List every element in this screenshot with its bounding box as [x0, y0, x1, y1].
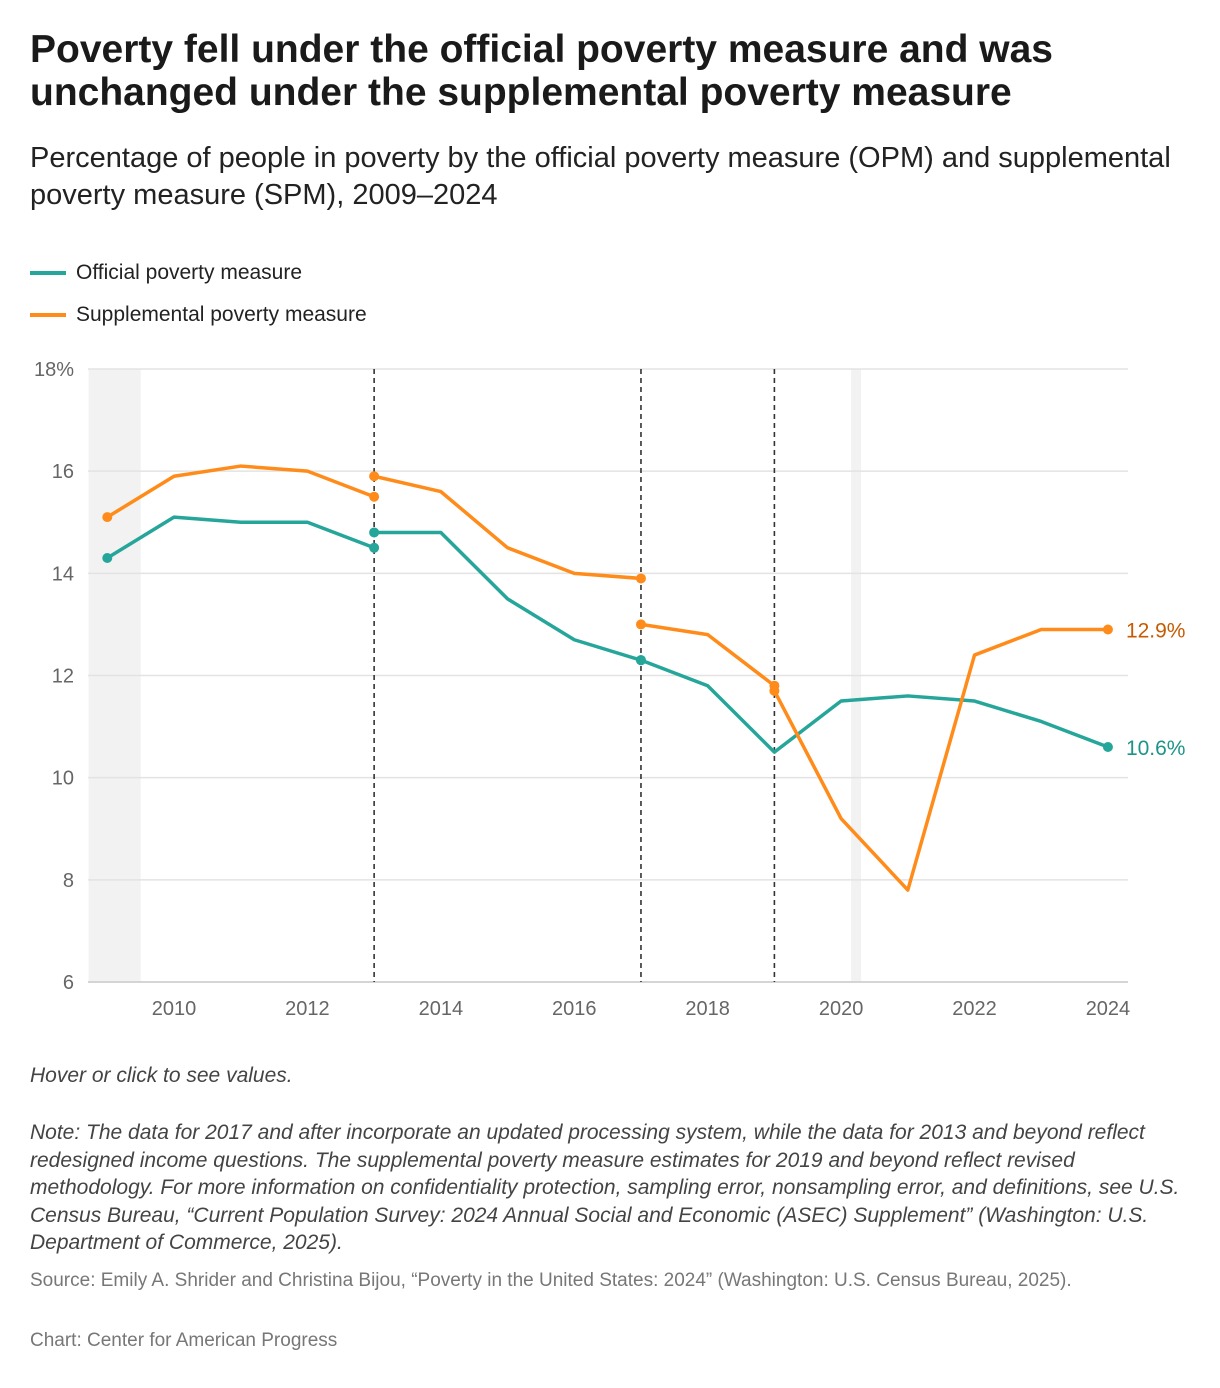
series-opm: 10.6%: [102, 515, 1186, 760]
y-tick-label: 10: [52, 768, 74, 790]
series-line-segment: [772, 627, 1108, 892]
x-tick-label: 2014: [419, 998, 464, 1020]
series-line-segment: [640, 658, 1109, 754]
series-spm: 12.9%: [102, 464, 1186, 892]
x-tick-label: 2020: [819, 998, 864, 1020]
end-value-label-opm: 10.6%: [1126, 737, 1186, 760]
chart-credit: Chart: Center for American Progress: [30, 1330, 338, 1351]
x-tick-label: 2012: [285, 998, 330, 1020]
series-line-segment: [106, 515, 375, 560]
data-point: [102, 512, 113, 523]
legend-label-spm: Supplemental poverty measure: [76, 303, 367, 326]
data-point: [369, 491, 380, 502]
data-point: [635, 619, 646, 630]
chart-note: Note: The data for 2017 and after incorp…: [30, 1121, 1180, 1254]
x-tick-label: 2022: [952, 998, 997, 1020]
data-point: [1102, 624, 1113, 635]
data-point: [369, 471, 380, 482]
y-tick-label: 6: [63, 972, 74, 994]
end-value-label-spm: 12.9%: [1126, 620, 1186, 643]
series-line-segment: [106, 464, 375, 519]
y-tick-label: 8: [63, 870, 74, 892]
data-point: [369, 527, 380, 538]
legend-swatch-spm: [30, 313, 66, 317]
line-chart[interactable]: 18% 16 14 12 10 8 6 2010 2012 2014 2016 2018 2020 202…: [0, 0, 1220, 1060]
series-line-segment: [373, 474, 642, 581]
legend-label-opm: Official poverty measure: [76, 261, 303, 284]
y-tick-label: 16: [52, 461, 74, 483]
data-point: [635, 573, 646, 584]
data-point: [102, 553, 113, 564]
data-point: [635, 655, 646, 666]
series-line-segment: [374, 530, 642, 662]
data-point: [769, 685, 780, 696]
chart-source: Source: Emily A. Shrider and Christina B…: [30, 1270, 1072, 1291]
data-point: [1102, 742, 1113, 753]
legend-swatch-opm: [30, 271, 66, 275]
hover-hint: Hover or click to see values.: [30, 1064, 293, 1087]
chart-subtitle: Percentage of people in poverty by the o…: [30, 142, 1171, 211]
y-tick-label: 14: [52, 563, 74, 585]
legend-item-opm[interactable]: Official poverty measure: [30, 252, 367, 294]
x-tick-label: 2024: [1086, 998, 1131, 1020]
y-tick-label: 18%: [34, 359, 74, 381]
legend-item-spm[interactable]: Supplemental poverty measure: [30, 294, 367, 336]
chart-title: Poverty fell under the official poverty …: [30, 28, 1053, 114]
x-tick-label: 2010: [152, 998, 197, 1020]
x-tick-label: 2016: [552, 998, 597, 1020]
y-tick-label: 12: [52, 666, 74, 688]
series-line-segment: [640, 622, 776, 688]
data-point: [369, 542, 380, 553]
legend: Official poverty measure Supplemental po…: [30, 252, 367, 336]
x-tick-label: 2018: [685, 998, 730, 1020]
